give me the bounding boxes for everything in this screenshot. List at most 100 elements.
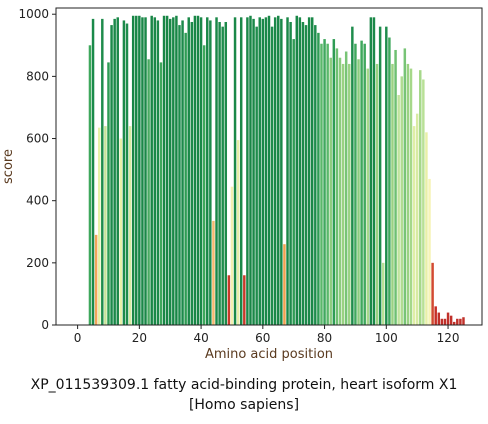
bar [172,17,175,325]
x-tick-label: 100 [375,331,398,345]
bar [295,15,299,326]
bar [255,26,258,326]
bar [406,63,410,325]
y-tick-label: 400 [26,194,49,208]
y-tick-label: 0 [41,318,49,332]
bar [419,70,422,325]
bar [202,45,206,325]
bar [434,306,437,325]
y-axis-label: score [1,149,16,184]
bar [277,15,280,326]
bar [252,18,255,325]
bar [236,140,240,325]
bar [190,21,194,326]
bar [310,17,314,325]
bar [230,186,234,325]
bar [385,26,388,326]
bar [292,39,295,325]
bar [209,20,212,326]
bar [141,17,144,325]
bar [122,20,126,326]
bar [307,17,311,325]
bar [286,17,289,325]
bar [317,32,320,326]
bar [206,17,209,325]
bar [94,234,98,325]
bar [193,15,197,326]
bar [375,63,379,325]
bar [357,59,360,325]
bar [224,21,228,326]
bar [261,18,265,325]
bar [97,127,101,326]
bar [270,26,274,326]
y-tick-label: 800 [26,69,49,83]
bar [323,39,326,325]
y-tick-label: 200 [26,256,49,270]
bar [400,76,403,326]
bar [184,32,187,326]
bar [156,20,160,326]
bar [239,17,243,325]
chart-title: XP_011539309.1 fatty acid-binding protei… [30,377,458,393]
x-tick-label: 0 [74,331,82,345]
bar [165,15,169,326]
bar [199,17,203,325]
bar [119,138,123,325]
bar [144,17,147,325]
bar [101,18,104,325]
bar [107,62,110,325]
bar [391,63,394,325]
bar [116,17,119,325]
bar [409,68,413,325]
bar [440,318,444,325]
bar [449,315,453,325]
bar [131,15,135,326]
bar [212,220,215,325]
bar [397,95,400,326]
bar [314,25,317,326]
x-tick-label: 20 [132,331,147,345]
bar [267,15,271,326]
bar [218,21,221,326]
bar [452,321,456,325]
bar [412,126,416,325]
bar [304,25,308,326]
bar [446,312,450,325]
x-tick-label: 40 [193,331,208,345]
bar [221,26,224,326]
bar [175,15,178,326]
bar [298,17,302,325]
bar [181,20,184,326]
bars-group [88,15,465,326]
bar [459,318,462,325]
bar [335,48,339,326]
bar [354,43,357,326]
bar [326,43,329,326]
bar [363,43,366,326]
bar [168,18,172,325]
bar [341,63,345,325]
bar [329,57,332,325]
bar [104,126,107,325]
bar [360,40,363,325]
bar [372,17,376,325]
bar [159,62,163,325]
bar [135,15,138,326]
bar [437,312,441,325]
bar [88,45,92,325]
bar [443,318,447,325]
bar [351,26,354,326]
bar [428,178,431,325]
bar [456,318,459,325]
bar [283,244,286,325]
bar [125,23,129,325]
bar [147,59,150,325]
bar [348,63,351,325]
bar [258,17,261,325]
bar [280,18,283,325]
x-tick-label: 120 [437,331,460,345]
bar [338,57,342,325]
